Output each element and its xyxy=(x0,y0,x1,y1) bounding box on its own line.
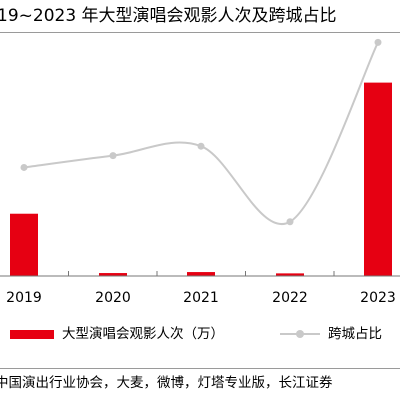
legend-line-swatch xyxy=(280,328,320,340)
title-divider xyxy=(0,32,400,33)
bar-2023 xyxy=(364,82,392,276)
legend-label-bar: 大型演唱会观影人次（万） xyxy=(62,326,224,342)
source-divider xyxy=(0,368,400,369)
legend-label-line: 跨城占比 xyxy=(328,326,382,342)
bar-2020 xyxy=(99,273,127,276)
line-series xyxy=(20,38,382,226)
bar-series xyxy=(10,82,392,276)
legend: 大型演唱会观影人次（万） 跨城占比 xyxy=(0,322,400,346)
legend-item-bar: 大型演唱会观影人次（万） xyxy=(10,322,224,346)
line-point-2022 xyxy=(286,218,294,226)
line-point-2020 xyxy=(109,152,117,160)
line-point-2021 xyxy=(197,142,205,150)
x-ticks xyxy=(68,271,335,276)
x-label-2021: 2021 xyxy=(183,290,219,306)
bar-2019 xyxy=(10,213,38,276)
chart-title: 19~2023 年大型演唱会观影人次及跨城占比 xyxy=(0,6,337,26)
source-note: 中国演出行业协会，大麦，微博，灯塔专业版，长江证券 xyxy=(0,375,333,391)
line-point-2019 xyxy=(20,163,28,171)
x-label-2019: 2019 xyxy=(6,290,42,306)
bar-2022 xyxy=(276,273,304,276)
legend-bar-swatch xyxy=(10,329,54,339)
legend-item-line: 跨城占比 xyxy=(280,322,382,346)
x-label-2022: 2022 xyxy=(272,290,308,306)
x-label-2020: 2020 xyxy=(95,290,131,306)
line-path xyxy=(23,41,379,226)
x-label-2023: 2023 xyxy=(360,290,396,306)
x-tick-labels: 2019 2020 2021 2022 2023 xyxy=(6,290,396,306)
line-point-2023 xyxy=(374,38,382,46)
bar-2021 xyxy=(187,272,215,276)
